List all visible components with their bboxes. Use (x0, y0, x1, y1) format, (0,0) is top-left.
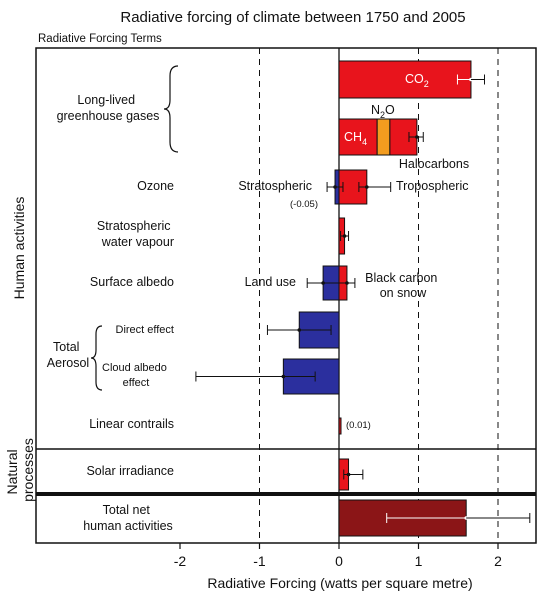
row-label-ozone: Ozone (137, 179, 174, 193)
xtick-label-3: 1 (415, 553, 423, 569)
annotation-halocarbons: Halocarbons (399, 157, 469, 171)
group-label-natural-line1: Natural (4, 449, 20, 494)
chart-title: Radiative forcing of climate between 175… (120, 9, 465, 26)
annotation-stratospheric: Stratospheric (238, 179, 312, 193)
row-label-total-line2: human activities (83, 519, 173, 533)
row-label-total: Total net human activities (83, 503, 173, 533)
bar-contrails (338, 417, 342, 435)
error-bars (195, 74, 531, 523)
group-label-natural-line2: processes (20, 438, 36, 502)
errpoint-aerosol_cloud (281, 374, 286, 379)
group-label-natural: Natural processes (4, 438, 36, 502)
row-label-aerosol-total-line1: Total (53, 340, 79, 354)
annotation-strat-value: (-0.05) (290, 199, 318, 210)
row-label-solar: Solar irradiance (86, 464, 174, 478)
row-label-aerosol-cloud-line1: Cloud albedo (102, 362, 167, 374)
brace-aerosol (90, 325, 103, 391)
errpoint-ozone_trop (365, 185, 369, 189)
errpoint-aerosol_direct (297, 328, 302, 332)
row-label-aerosol-total: Total Aerosol (47, 340, 89, 370)
row-label-strat-water-line2: water vapour (101, 235, 174, 249)
bar-ch4 (338, 118, 378, 156)
row-labels: Long-lived greenhouse gases Ozone Strato… (47, 93, 174, 533)
xtick-label-4: 2 (494, 553, 502, 569)
row-label-ghg-line1: Long-lived (77, 93, 135, 107)
bar-annotations: CO2 CH4 N2O Halocarbons Stratospheric (-… (238, 72, 469, 431)
annotation-contrails-value: (0.01) (346, 420, 371, 431)
annotation-ch4: CH4 (344, 130, 367, 147)
row-label-strat-water: Stratospheric water vapour (97, 219, 174, 249)
annotation-land-use: Land use (245, 275, 296, 289)
row-label-aerosol-total-line2: Aerosol (47, 356, 89, 370)
annotation-tropospheric: Tropospheric (396, 179, 469, 193)
annotation-co2: CO2 (405, 72, 429, 89)
row-label-ghg-line2: greenhouse gases (57, 109, 160, 123)
row-label-total-line1: Total net (103, 503, 151, 517)
annotation-black-carbon: Black carbon on snow (365, 271, 441, 300)
xtick-label-0: -2 (174, 553, 187, 569)
row-label-aerosol-cloud-line2: effect (123, 377, 150, 389)
x-axis-label: Radiative Forcing (watts per square metr… (207, 575, 472, 591)
errpoint-land_use (321, 281, 325, 285)
errpoint-black_carbon (345, 281, 349, 285)
bar-n2o (376, 118, 391, 156)
x-axis-ticks: -2 -1 0 1 2 (174, 543, 502, 569)
row-label-ghg: Long-lived greenhouse gases (57, 93, 160, 123)
row-label-strat-water-line1: Stratospheric (97, 219, 171, 233)
group-label-human: Human activities (11, 197, 27, 300)
errpoint-ozone_strat (333, 185, 337, 189)
row-label-aerosol-cloud: Cloud albedo effect (102, 362, 170, 389)
row-label-aerosol-direct: Direct effect (116, 324, 175, 336)
annotation-n2o: N2O (371, 103, 395, 120)
plot-frame (35, 47, 537, 544)
errpoint-strat_water (342, 234, 347, 238)
bars (282, 60, 472, 537)
header-label: Radiative Forcing Terms (38, 33, 162, 45)
xtick-label-2: 0 (335, 553, 343, 569)
xtick-label-1: -1 (253, 553, 266, 569)
errpoint-halocarbons (415, 135, 419, 139)
row-label-surface-albedo: Surface albedo (90, 275, 174, 289)
bar-co2 (338, 60, 472, 99)
brace-ghg (163, 65, 179, 153)
errpoint-solar (346, 472, 351, 477)
row-label-contrails: Linear contrails (89, 417, 174, 431)
